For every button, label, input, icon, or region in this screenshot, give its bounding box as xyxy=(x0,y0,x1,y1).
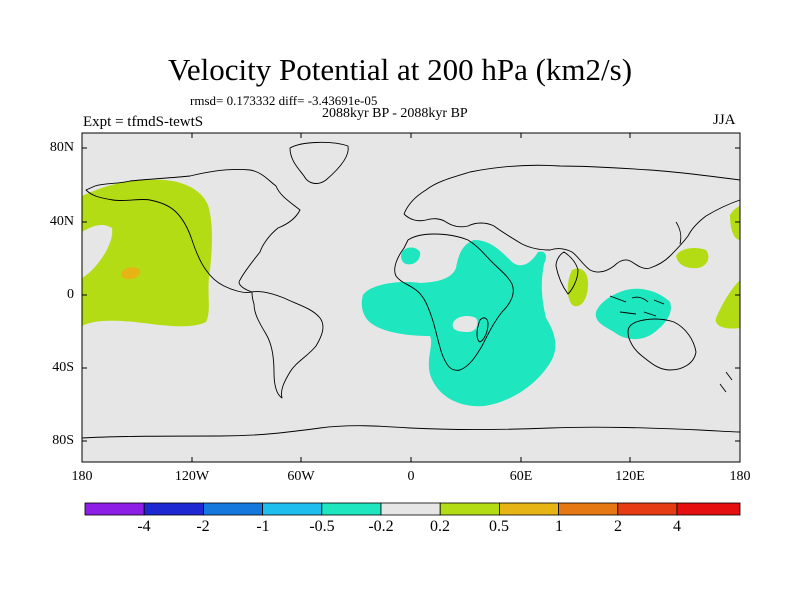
map-title: Velocity Potential at 200 hPa (km2/s) xyxy=(167,52,633,87)
colorbar-label-6: 0.2 xyxy=(430,518,450,535)
colorbar-label-10: 4 xyxy=(673,518,681,535)
colorbar-bin-3 xyxy=(202,502,263,516)
colorbar-bin-5 xyxy=(321,502,382,516)
greenland-coast xyxy=(289,141,349,184)
lat-label-40s: 40S xyxy=(52,360,74,375)
colorbar-bin-1 xyxy=(84,502,145,516)
lon-label-120w: 120W xyxy=(174,469,210,484)
pacific-strong-positive xyxy=(121,267,141,280)
west-pacific-positive xyxy=(676,248,709,269)
period-text: 2088kyr BP - 2088kyr BP xyxy=(322,106,468,121)
lon-label-180-east: 180 xyxy=(729,469,751,484)
lon-label-0: 0 xyxy=(407,469,415,484)
colorbar xyxy=(84,502,741,516)
west-africa-negative xyxy=(401,247,421,265)
australia-coast xyxy=(627,318,697,371)
experiment-label: Expt = tfmdS-tewtS xyxy=(83,114,204,130)
lat-label-80n: 80N xyxy=(49,140,74,155)
new-zealand-coast xyxy=(719,371,733,393)
colorbar-label-2: -2 xyxy=(196,518,210,535)
madagascar-coast xyxy=(476,317,489,343)
map-panel xyxy=(81,132,741,463)
indian-ocean-positive xyxy=(567,268,588,307)
lon-label-60e: 60E xyxy=(509,469,533,484)
colorbar-label-1: -4 xyxy=(137,518,151,535)
colorbar-bin-11 xyxy=(676,502,741,516)
east-edge-positive-north xyxy=(730,206,740,240)
lon-label-120e: 120E xyxy=(615,469,645,484)
indonesia-coast xyxy=(609,295,665,317)
antarctica-coast xyxy=(81,425,741,439)
lat-label-40n: 40N xyxy=(49,214,74,229)
lat-label-80s: 80S xyxy=(52,433,74,448)
colorbar-bin-9 xyxy=(558,502,619,516)
axis-ticks xyxy=(81,133,741,462)
pacific-hatched-gap xyxy=(82,225,113,278)
season-label: JJA xyxy=(713,112,736,128)
colorbar-bin-8 xyxy=(498,502,559,516)
colorbar-bin-4 xyxy=(262,502,323,516)
colorbar-label-5: -0.2 xyxy=(368,518,394,535)
colorbar-label-7: 0.5 xyxy=(489,518,509,535)
stats-text: rmsd= 0.173332 diff= -3.43691e-05 xyxy=(190,93,378,108)
india-coast xyxy=(555,251,579,295)
colorbar-bin-7 xyxy=(439,502,500,516)
colorbar-label-8: 1 xyxy=(555,518,563,535)
colorbar-bin-2 xyxy=(143,502,204,516)
colorbar-bin-6 xyxy=(380,502,441,516)
eurasia-coast xyxy=(403,164,741,273)
japan-coast xyxy=(675,221,682,245)
colorbar-label-9: 2 xyxy=(614,518,622,535)
south-america-coast xyxy=(251,291,324,399)
north-america-coast xyxy=(85,168,301,293)
lon-label-180-west: 180 xyxy=(71,469,93,484)
lon-label-60w: 60W xyxy=(287,469,315,484)
madagascar-gap xyxy=(452,315,478,332)
colorbar-label-3: -1 xyxy=(256,518,270,535)
africa-coast xyxy=(394,233,514,371)
east-edge-positive-south xyxy=(715,280,740,329)
colorbar-bin-10 xyxy=(617,502,678,516)
coastlines xyxy=(81,141,741,439)
colorbar-label-4: -0.5 xyxy=(309,518,335,535)
lat-label-0: 0 xyxy=(67,287,74,302)
